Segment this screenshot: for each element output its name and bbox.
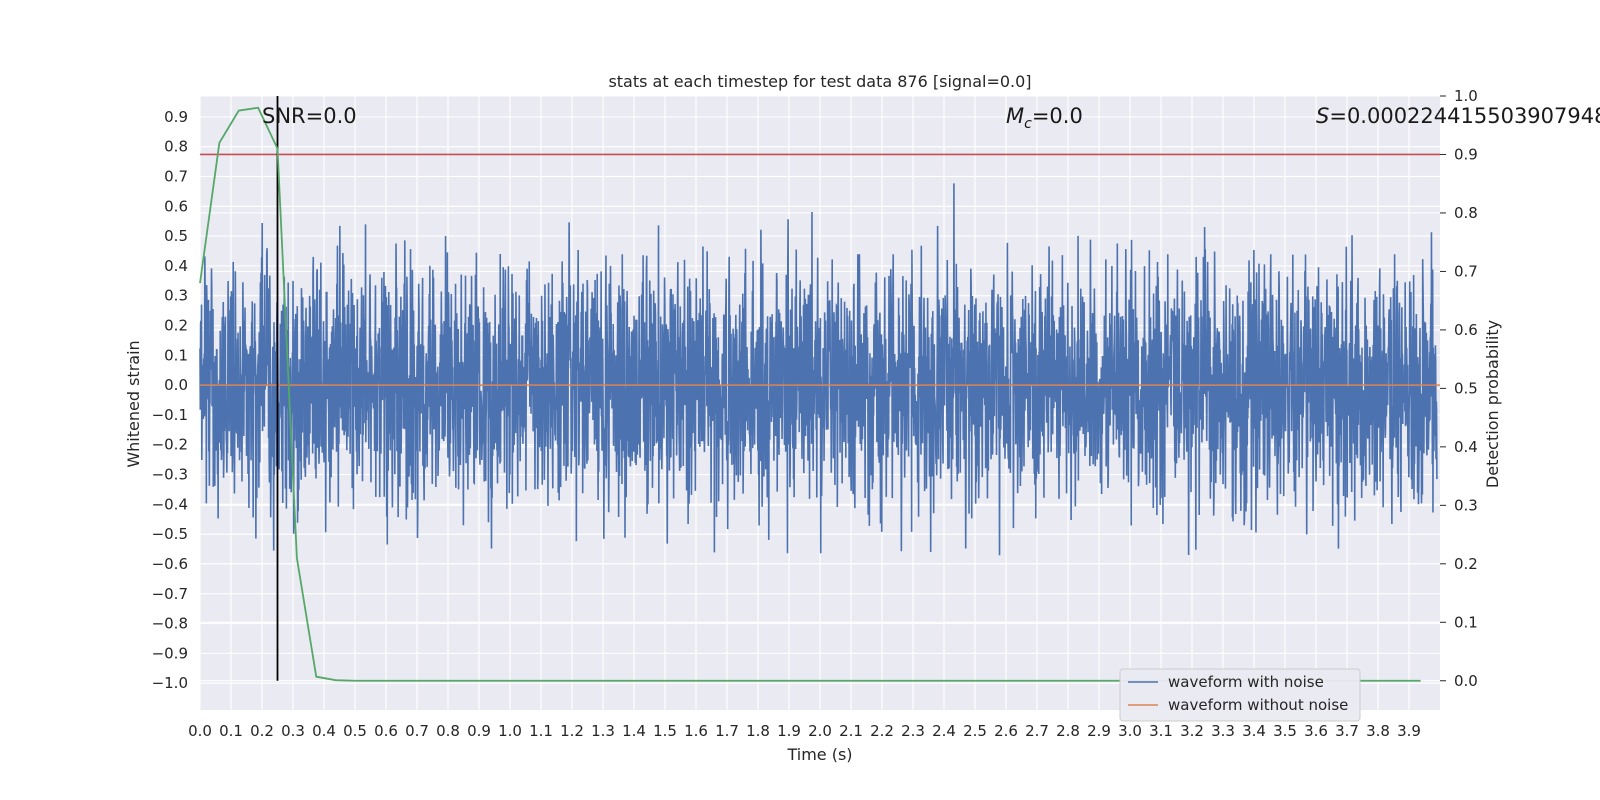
x-tick-label: 2.7	[1025, 722, 1049, 740]
legend-label-noise: waveform with noise	[1168, 673, 1324, 691]
x-tick-label: 0.9	[467, 722, 491, 740]
y-right-tick-label: 0.6	[1454, 321, 1478, 339]
s-annotation: S=0.00022441550390794873	[1316, 104, 1600, 128]
x-tick-label: 1.3	[591, 722, 615, 740]
x-tick-label: 0.8	[436, 722, 460, 740]
mc-value: =0.0	[1032, 104, 1083, 128]
y-right-tick-label: 0.0	[1454, 672, 1478, 690]
series-detection-probability	[199, 106, 1421, 682]
y-tick-label: −0.6	[152, 555, 188, 573]
y-right-tick-label: 1.0	[1454, 87, 1478, 105]
mc-symbol: M	[1006, 104, 1024, 128]
overlays	[199, 96, 1440, 682]
x-tick-label: 0.1	[219, 722, 243, 740]
y-tick-label: 0.6	[164, 197, 188, 215]
x-tick-label: 0.0	[188, 722, 212, 740]
x-tick-label: 1.1	[529, 722, 553, 740]
x-tick-label: 2.1	[839, 722, 863, 740]
x-tick-label: 3.9	[1397, 722, 1421, 740]
y-tick-label: −0.5	[152, 525, 188, 543]
x-tick-label: 2.4	[932, 722, 956, 740]
chart-title: stats at each timestep for test data 876…	[608, 72, 1031, 91]
y-tick-label: 0.4	[164, 257, 188, 275]
y-tick-label: 0.5	[164, 227, 188, 245]
y-tick-label: −0.9	[152, 644, 188, 662]
y-right-tick-label: 0.3	[1454, 496, 1478, 514]
series-waveform-with-noise	[199, 183, 1438, 556]
x-tick-label: 1.9	[777, 722, 801, 740]
y-right-tick-label: 0.2	[1454, 555, 1478, 573]
x-tick-label: 2.2	[870, 722, 894, 740]
y-axis-label: Whitened strain	[124, 340, 143, 467]
x-tick-label: 2.8	[1056, 722, 1080, 740]
x-tick-label: 3.4	[1242, 722, 1266, 740]
x-tick-label: 3.5	[1273, 722, 1297, 740]
y-tick-label: −0.2	[152, 436, 188, 454]
x-tick-label: 2.3	[901, 722, 925, 740]
legend-label-clean: waveform without noise	[1168, 696, 1348, 714]
y-tick-label: 0.9	[164, 108, 188, 126]
y-tick-label: −0.1	[152, 406, 188, 424]
x-tick-label: 1.7	[715, 722, 739, 740]
x-axis-label: Time (s)	[786, 745, 852, 764]
x-tick-label: 0.4	[312, 722, 336, 740]
x-tick-label: 0.2	[250, 722, 274, 740]
x-tick-label: 3.0	[1118, 722, 1142, 740]
x-tick-label: 1.2	[560, 722, 584, 740]
snr-annotation: SNR=0.0	[262, 104, 357, 128]
y-tick-label: −0.8	[152, 615, 188, 633]
s-value: =0.00022441550390794873	[1329, 104, 1600, 128]
chirp-mass-annotation: Mc=0.0	[1006, 104, 1083, 132]
x-tick-label: 2.6	[994, 722, 1018, 740]
y-tick-label: −0.4	[152, 495, 188, 513]
y-tick-label: 0.3	[164, 287, 188, 305]
x-tick-label: 0.7	[405, 722, 429, 740]
x-tick-label: 3.3	[1211, 722, 1235, 740]
x-tick-label: 2.5	[963, 722, 987, 740]
x-tick-label: 3.1	[1149, 722, 1173, 740]
legend-box	[1119, 668, 1361, 722]
y-tick-label: 0.8	[164, 138, 188, 156]
mc-subscript: c	[1024, 116, 1032, 132]
y-right-tick-label: 0.8	[1454, 204, 1478, 222]
y-right-tick-label: 0.1	[1454, 613, 1478, 631]
y-tick-label: −0.7	[152, 585, 188, 603]
y-tick-label: 0.2	[164, 317, 188, 335]
x-tick-label: 2.9	[1087, 722, 1111, 740]
x-tick-label: 3.7	[1335, 722, 1359, 740]
x-tick-label: 1.6	[684, 722, 708, 740]
y-right-tick-labels: 0.0 0.1 0.2 0.3 0.4 0.5 0.6 0.7 0.8 0.9 1.0	[1440, 87, 1478, 690]
x-tick-label: 2.0	[808, 722, 832, 740]
y-tick-label: 0.1	[164, 346, 188, 364]
y-right-tick-label: 0.9	[1454, 145, 1478, 163]
x-tick-label: 3.6	[1304, 722, 1328, 740]
x-tick-label: 1.8	[746, 722, 770, 740]
y-right-tick-label: 0.5	[1454, 379, 1478, 397]
x-tick-label: 1.5	[653, 722, 677, 740]
y-right-axis-label: Detection probability	[1483, 320, 1502, 488]
y-right-tick-label: 0.7	[1454, 262, 1478, 280]
y-tick-label: 0.7	[164, 167, 188, 185]
noise-waveform	[199, 183, 1438, 556]
y-tick-label: −1.0	[152, 674, 188, 692]
y-tick-label: 0.0	[164, 376, 188, 394]
y-tick-labels: 0.9 0.8 0.7 0.6 0.5 0.4 0.3 0.2 0.1 0.0 −0.1 −0.2 −0…	[152, 108, 188, 692]
legend: waveform with noise waveform without noi…	[1119, 668, 1361, 722]
x-tick-label: 0.3	[281, 722, 305, 740]
x-tick-labels: 0.0 0.1 0.2 0.3 0.4 0.5 0.6 0.7 0.8 0.9 1.0 1.1 1.2 1…	[188, 722, 1421, 740]
x-tick-label: 0.6	[374, 722, 398, 740]
x-tick-label: 1.0	[498, 722, 522, 740]
x-tick-label: 3.8	[1366, 722, 1390, 740]
x-tick-label: 1.4	[622, 722, 646, 740]
x-tick-label: 3.2	[1180, 722, 1204, 740]
x-tick-label: 0.5	[343, 722, 367, 740]
s-symbol: S	[1316, 104, 1329, 128]
y-tick-label: −0.3	[152, 466, 188, 484]
y-right-tick-label: 0.4	[1454, 438, 1478, 456]
